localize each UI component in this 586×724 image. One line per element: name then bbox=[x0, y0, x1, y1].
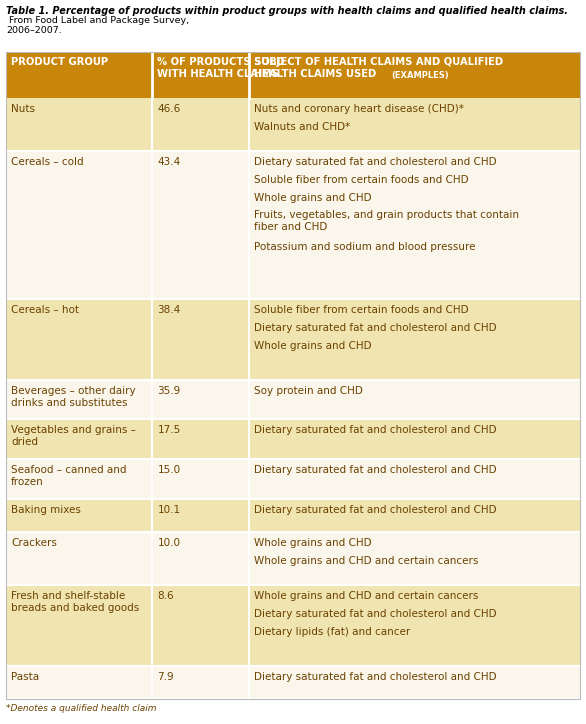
Text: Table 1. Percentage of products within product groups with health claims and qua: Table 1. Percentage of products within p… bbox=[6, 6, 568, 16]
Text: Fresh and shelf-stable
breads and baked goods: Fresh and shelf-stable breads and baked … bbox=[11, 592, 139, 613]
Text: Whole grains and CHD: Whole grains and CHD bbox=[254, 193, 372, 203]
Bar bbox=[6, 459, 580, 499]
Text: PRODUCT GROUP: PRODUCT GROUP bbox=[11, 57, 108, 67]
Text: Nuts: Nuts bbox=[11, 104, 35, 114]
Text: 10.0: 10.0 bbox=[158, 538, 180, 548]
Text: SUBJECT OF HEALTH CLAIMS AND QUALIFIED
HEALTH CLAIMS USED: SUBJECT OF HEALTH CLAIMS AND QUALIFIED H… bbox=[254, 57, 503, 80]
Bar bbox=[6, 52, 580, 699]
Text: Dietary saturated fat and cholesterol and CHD: Dietary saturated fat and cholesterol an… bbox=[254, 609, 496, 619]
Text: 10.1: 10.1 bbox=[158, 505, 180, 515]
Bar bbox=[6, 532, 580, 585]
Bar bbox=[6, 151, 580, 300]
Text: 38.4: 38.4 bbox=[158, 306, 180, 316]
Text: Crackers: Crackers bbox=[11, 538, 57, 548]
Text: Beverages – other dairy
drinks and substitutes: Beverages – other dairy drinks and subst… bbox=[11, 386, 135, 408]
Text: Cereals – hot: Cereals – hot bbox=[11, 306, 79, 316]
Text: Vegetables and grains –
dried: Vegetables and grains – dried bbox=[11, 426, 136, 447]
Bar bbox=[6, 300, 580, 379]
Text: Soluble fiber from certain foods and CHD: Soluble fiber from certain foods and CHD bbox=[254, 306, 468, 316]
Text: Pasta: Pasta bbox=[11, 672, 39, 681]
Text: Fruits, vegetables, and grain products that contain
fiber and CHD: Fruits, vegetables, and grain products t… bbox=[254, 211, 519, 232]
Text: Dietary saturated fat and cholesterol and CHD: Dietary saturated fat and cholesterol an… bbox=[254, 505, 496, 515]
Text: 17.5: 17.5 bbox=[158, 426, 180, 435]
Text: Dietary saturated fat and cholesterol and CHD: Dietary saturated fat and cholesterol an… bbox=[254, 672, 496, 681]
Text: Soluble fiber from certain foods and CHD: Soluble fiber from certain foods and CHD bbox=[254, 175, 468, 185]
Text: Whole grains and CHD and certain cancers: Whole grains and CHD and certain cancers bbox=[254, 556, 478, 565]
Bar bbox=[6, 379, 580, 419]
Bar bbox=[6, 52, 580, 98]
Text: (EXAMPLES): (EXAMPLES) bbox=[391, 71, 448, 80]
Text: Dietary saturated fat and cholesterol and CHD: Dietary saturated fat and cholesterol an… bbox=[254, 323, 496, 333]
Text: Whole grains and CHD: Whole grains and CHD bbox=[254, 538, 372, 548]
Bar bbox=[6, 585, 580, 665]
Text: *Denotes a qualified health claim: *Denotes a qualified health claim bbox=[6, 704, 156, 713]
Text: Cereals – cold: Cereals – cold bbox=[11, 157, 84, 167]
Text: Whole grains and CHD: Whole grains and CHD bbox=[254, 341, 372, 351]
Text: 43.4: 43.4 bbox=[158, 157, 180, 167]
Text: 46.6: 46.6 bbox=[158, 104, 180, 114]
Text: 8.6: 8.6 bbox=[158, 592, 174, 601]
Bar bbox=[6, 499, 580, 532]
Text: Potassium and sodium and blood pressure: Potassium and sodium and blood pressure bbox=[254, 242, 475, 252]
Text: Dietary saturated fat and cholesterol and CHD: Dietary saturated fat and cholesterol an… bbox=[254, 465, 496, 475]
Text: Soy protein and CHD: Soy protein and CHD bbox=[254, 386, 363, 396]
Text: Dietary saturated fat and cholesterol and CHD: Dietary saturated fat and cholesterol an… bbox=[254, 157, 496, 167]
Text: Dietary lipids (fat) and cancer: Dietary lipids (fat) and cancer bbox=[254, 627, 410, 636]
Text: Dietary saturated fat and cholesterol and CHD: Dietary saturated fat and cholesterol an… bbox=[254, 426, 496, 435]
Text: Baking mixes: Baking mixes bbox=[11, 505, 81, 515]
Text: 35.9: 35.9 bbox=[158, 386, 180, 396]
Text: Whole grains and CHD and certain cancers: Whole grains and CHD and certain cancers bbox=[254, 592, 478, 601]
Text: 15.0: 15.0 bbox=[158, 465, 180, 475]
Text: Walnuts and CHD*: Walnuts and CHD* bbox=[254, 122, 350, 132]
Text: Nuts and coronary heart disease (CHD)*: Nuts and coronary heart disease (CHD)* bbox=[254, 104, 464, 114]
Text: 7.9: 7.9 bbox=[158, 672, 174, 681]
Text: % OF PRODUCTS SOLD
WITH HEALTH CLAIMS: % OF PRODUCTS SOLD WITH HEALTH CLAIMS bbox=[158, 57, 285, 80]
Bar bbox=[6, 419, 580, 459]
Bar bbox=[6, 98, 580, 151]
Bar bbox=[6, 665, 580, 699]
Text: From Food Label and Package Survey,
2006–2007.: From Food Label and Package Survey, 2006… bbox=[6, 16, 189, 35]
Text: Seafood – canned and
frozen: Seafood – canned and frozen bbox=[11, 465, 127, 487]
